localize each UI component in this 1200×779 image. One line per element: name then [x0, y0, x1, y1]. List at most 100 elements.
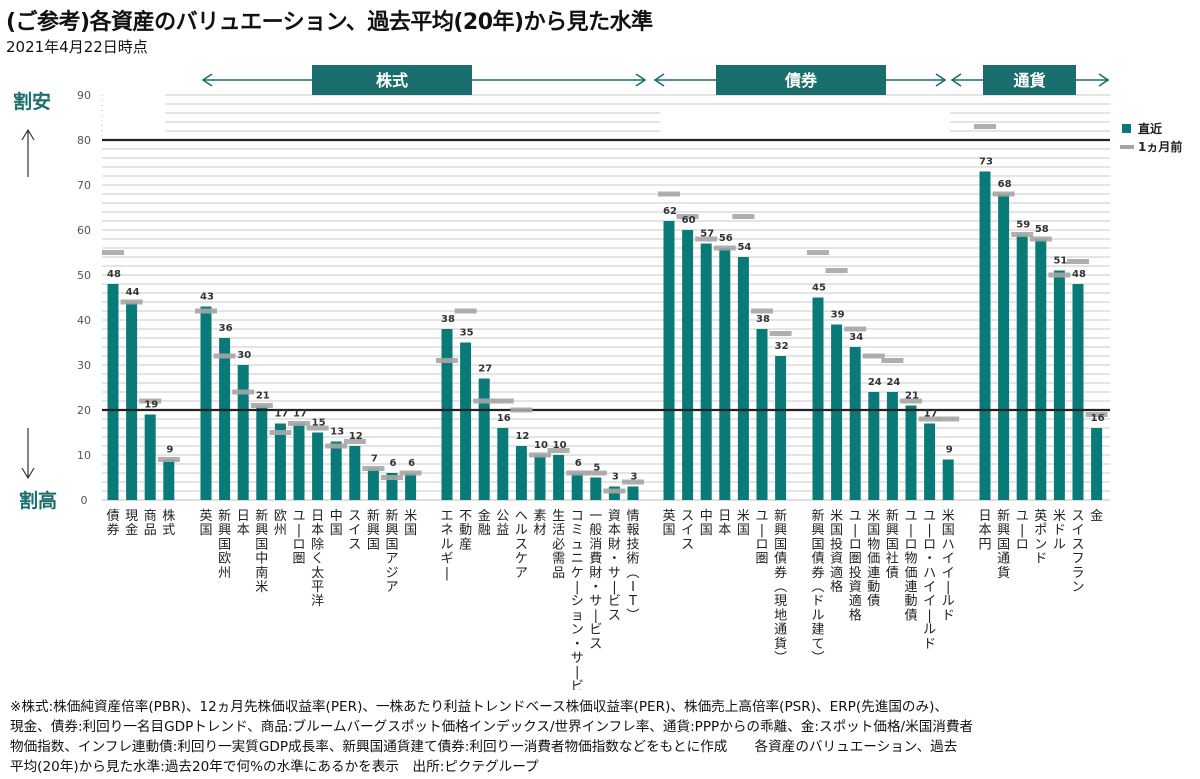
- section-box: [716, 65, 886, 95]
- valuation-chart: 0102030405060708090割安割高48441994336302117…: [13, 65, 1182, 690]
- category-label: ユ|ロ・ハイイ|ルド: [923, 509, 936, 652]
- category-label: 生活必需品: [552, 509, 565, 581]
- bar-value-label: 12: [349, 431, 363, 442]
- bar-value-label: 24: [868, 377, 882, 388]
- section-band-2: 債券: [653, 65, 947, 95]
- marker-1-month-ago: [844, 326, 867, 332]
- footnote: ※株式:株価純資産倍率(PBR)、12ヵ月先株価収益率(PER)、一株あたり利益…: [10, 699, 974, 775]
- bar-current: [700, 243, 712, 500]
- bar-current: [719, 248, 731, 500]
- arrow-up-icon: [21, 128, 35, 177]
- marker-1-month-ago: [381, 475, 403, 480]
- bar-current: [737, 257, 749, 500]
- category-label: ユ|ロ圏投資適格: [849, 509, 862, 623]
- category-label: 新興国アジア: [385, 508, 398, 595]
- bar-value-label: 43: [200, 292, 214, 303]
- bar-current: [386, 473, 398, 500]
- category-label: ユ|ロ圏: [292, 509, 305, 567]
- marker-1-month-ago: [213, 353, 236, 359]
- marker-1-month-ago: [120, 299, 143, 305]
- marker-1-month-ago: [992, 191, 1015, 197]
- category-label: 日本除く太平洋: [311, 509, 324, 609]
- arrow-right-icon: [935, 73, 947, 87]
- label-overvalued: 割高: [19, 489, 57, 512]
- bar-value-label: 54: [737, 242, 751, 253]
- category-label: 公益: [496, 509, 509, 538]
- marker-1-month-ago: [454, 308, 477, 314]
- section-box: [312, 65, 472, 95]
- bar-value-label: 6: [390, 458, 397, 469]
- section-box: [983, 65, 1076, 95]
- legend: 直近 1ヵ月前: [1120, 121, 1182, 154]
- bar-current: [775, 356, 787, 500]
- bar-current: [924, 423, 936, 500]
- marker-1-month-ago: [695, 236, 718, 242]
- marker-1-month-ago: [918, 416, 941, 422]
- arrow-right-icon: [635, 73, 647, 87]
- bar-current: [905, 405, 917, 500]
- bar-current: [144, 414, 156, 500]
- bar-current: [534, 455, 546, 500]
- category-label: 新興国社債: [886, 508, 899, 581]
- bar-value-label: 17: [274, 409, 288, 420]
- marker-1-month-ago: [232, 389, 255, 395]
- marker-1-month-ago: [807, 250, 829, 255]
- category-label: 英ポンド: [1034, 509, 1047, 567]
- category-label: 新興国債券︵ドル建て︶: [811, 508, 824, 666]
- category-label: 新興国欧州: [218, 508, 231, 581]
- gridlines: [102, 94, 1110, 492]
- category-label: 商品: [144, 509, 157, 538]
- bar-value-label: 6: [575, 458, 582, 469]
- bar-value-label: 45: [812, 283, 826, 294]
- marker-1-month-ago: [900, 398, 922, 404]
- bar-current: [126, 302, 138, 500]
- marker-1-month-ago: [157, 457, 180, 462]
- category-label: 金融: [478, 508, 491, 538]
- marker-1-month-ago: [325, 443, 348, 449]
- category-label: 資本財・サ|ビス: [608, 509, 621, 623]
- category-label: 英国: [662, 509, 675, 538]
- marker-1-month-ago: [102, 250, 124, 255]
- marker-1-month-ago: [510, 407, 533, 413]
- category-label: 金: [1090, 508, 1103, 524]
- marker-1-month-ago: [399, 470, 422, 476]
- category-label: 中国: [330, 509, 343, 538]
- bar-current: [1072, 284, 1084, 500]
- category-label: 新興国債券︵現地通貨︶: [774, 508, 787, 666]
- arrow-right-icon: [1098, 73, 1110, 87]
- bar-current: [979, 171, 991, 500]
- marker-1-month-ago: [1011, 232, 1034, 237]
- category-label: 情報技術︵ I T ︶: [626, 509, 639, 623]
- marker-1-month-ago: [473, 398, 496, 404]
- bar-current: [663, 221, 675, 500]
- bar-value-label: 48: [1072, 269, 1086, 280]
- category-label: 不動産: [459, 509, 472, 552]
- bar-value-label: 32: [775, 341, 789, 352]
- category-label: 中国: [700, 509, 713, 538]
- marker-1-month-ago: [343, 439, 366, 444]
- category-label: 素材: [533, 509, 546, 538]
- markers: [102, 124, 1108, 494]
- category-label: 日本: [237, 509, 250, 538]
- bar-value-label: 27: [478, 364, 492, 375]
- category-label: 英国: [199, 509, 212, 538]
- marker-1-month-ago: [658, 191, 680, 197]
- bar-value-label: 9: [946, 445, 953, 456]
- arrow-left-icon: [201, 73, 213, 87]
- marker-1-month-ago: [713, 245, 736, 251]
- y-tick-label: 80: [77, 134, 91, 147]
- bar-value-label: 36: [219, 323, 233, 334]
- marker-1-month-ago: [881, 358, 904, 363]
- y-tick-label: 40: [77, 314, 91, 327]
- category-label: 一般消費財・サ|ビス: [589, 509, 602, 652]
- bar-current: [812, 297, 824, 500]
- bar-current: [497, 428, 509, 500]
- bar-value-label: 30: [237, 350, 251, 361]
- y-tick-label: 30: [77, 359, 91, 372]
- marker-1-month-ago: [751, 308, 773, 314]
- bar-current: [405, 473, 417, 500]
- bar-value-label: 12: [515, 431, 529, 442]
- category-label: ユ|ロ物価連動債: [904, 509, 917, 623]
- bar-value-label: 21: [905, 391, 919, 402]
- bar-current: [312, 432, 324, 500]
